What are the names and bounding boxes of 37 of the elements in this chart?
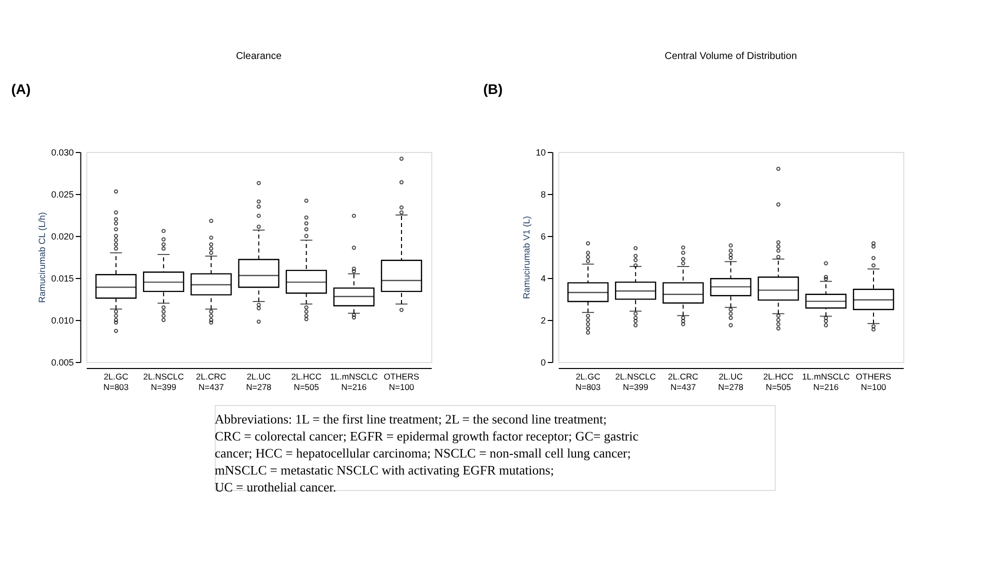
x-tick-label: 2L.GC N=803 [103,372,129,392]
chart-title: Clearance [236,51,282,62]
y-tick-label: 0.005 [51,358,74,368]
x-tick-label: 2L.CRC N=437 [196,372,226,392]
y-tick-label: 8 [540,190,546,200]
text: CRC = colorectal cancer; EGFR = epidermal growth factor receptor; GC= gastric [214,428,639,444]
x-tick-label: 1L.mNSCLC N=216 [802,372,850,392]
y-tick-label: 0.010 [51,316,74,326]
x-tick-label: 2L.CRC N=437 [668,372,698,392]
text: (B) [483,81,503,97]
x-tick-label: 2L.GC N=803 [575,372,601,392]
y-tick-label: 0 [540,358,546,368]
x-tick-label: OTHERS N=100 [384,372,420,392]
x-tick-label: 2L.NSCLC N=399 [615,372,656,392]
text: (A) [11,81,31,97]
y-tick-label: 0.015 [51,274,74,284]
y-tick-label: 6 [540,232,546,242]
y-axis-title: Ramucirumab V1 (L) [522,216,532,300]
text: mNSCLC = metastatic NSCLC with activating EGFR mutations; [214,462,554,478]
chart-title: Central Volume of Distribution [664,51,797,62]
text: UC = urothelial cancer. [214,480,336,494]
y-tick-label: 4 [540,274,546,284]
y-tick-label: 10 [536,148,546,158]
y-tick-label: 0.020 [51,232,74,242]
x-tick-label: 2L.UC N=278 [718,372,744,392]
y-tick-label: 2 [540,316,546,326]
y-tick-label: 0.025 [51,190,74,200]
x-tick-label: 1L.mNSCLC N=216 [330,372,378,392]
y-tick-label: 0.030 [51,148,74,158]
text: Abbreviations: 1L = the first line treatment; 2L = the second line treatment; [214,412,607,426]
x-tick-label: 2L.HCC N=505 [291,372,322,392]
y-axis-title: Ramucirumab CL (L/h) [37,212,48,303]
x-tick-label: 2L.HCC N=505 [763,372,794,392]
x-tick-label: 2L.UC N=278 [246,372,272,392]
x-tick-label: OTHERS N=100 [856,372,892,392]
text: cancer; HCC = hepatocellular carcinoma; NSCLC = non-small cell lung cancer; [214,446,631,460]
x-tick-label: 2L.NSCLC N=399 [143,372,184,392]
